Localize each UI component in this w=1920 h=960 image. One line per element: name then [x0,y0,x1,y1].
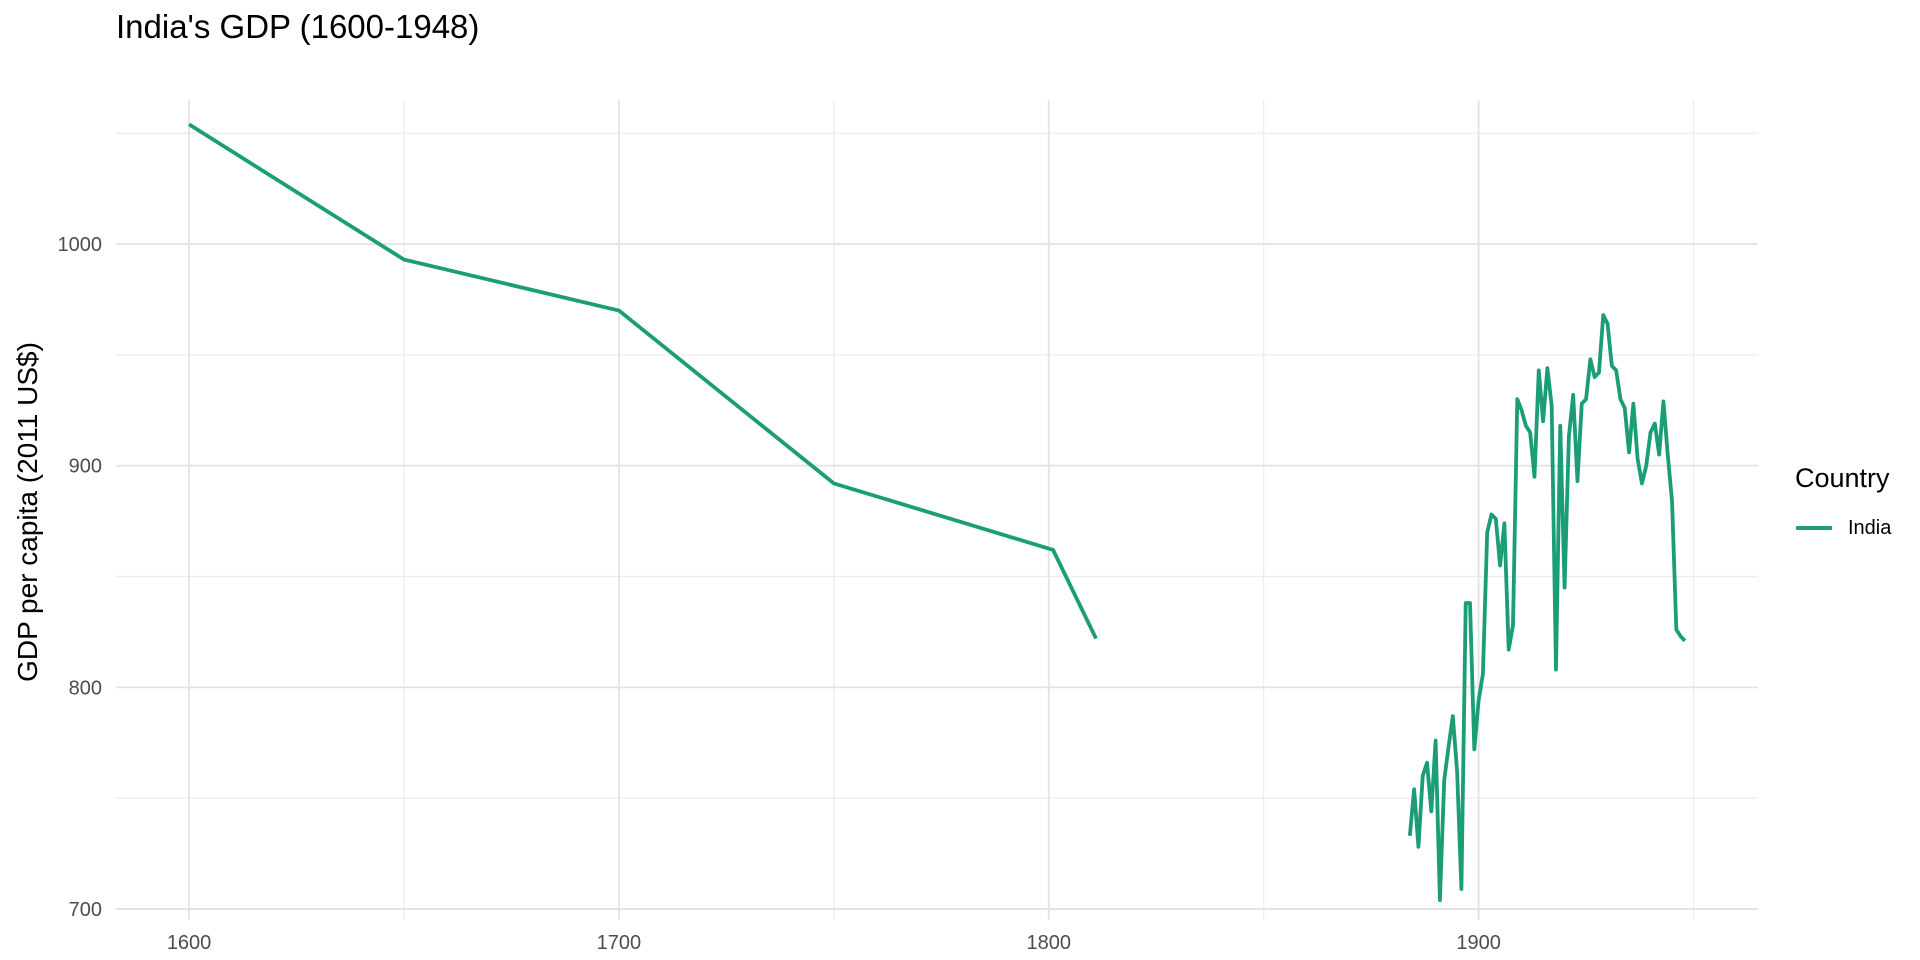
x-tick-label: 1800 [1027,932,1072,954]
y-tick-label: 800 [69,677,102,699]
chart-title: India's GDP (1600-1948) [116,8,480,45]
y-tick-label: 1000 [58,234,103,256]
y-tick-labels: 700 800 900 1000 [58,234,103,921]
legend-label-india: India [1848,517,1892,539]
series-line-india-segment-1 [188,122,1098,640]
x-tick-label: 1900 [1456,932,1501,954]
series-lines [188,122,1687,902]
legend-title: Country [1795,463,1890,493]
y-tick-label: 700 [69,899,102,921]
x-tick-label: 1700 [597,932,642,954]
minor-gridlines [116,100,1758,920]
x-tick-label: 1600 [167,932,212,954]
legend-key-line [1796,526,1832,530]
y-tick-label: 900 [69,456,102,478]
series-line-india-segment-2 [1407,313,1687,902]
major-gridlines [116,100,1758,920]
x-tick-labels: 1600 1700 1800 1900 [167,932,1501,954]
legend-key-india [1794,516,1834,540]
